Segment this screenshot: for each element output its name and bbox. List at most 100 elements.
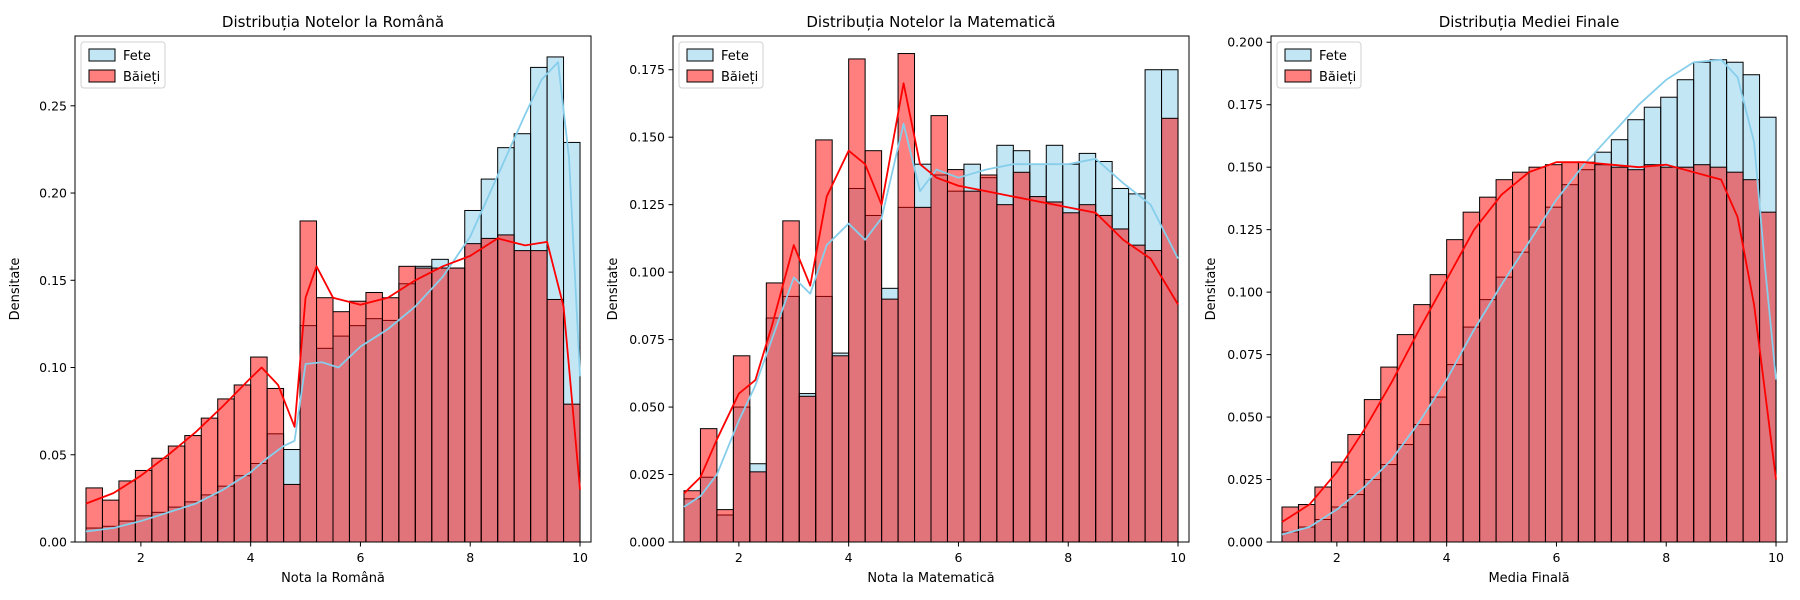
chart-title: Distribuția Mediei Finale: [1439, 13, 1620, 31]
bar: [480, 237, 499, 542]
bar: [1462, 211, 1481, 542]
bar: [101, 499, 120, 542]
y-tick-label: 0.100: [1227, 285, 1263, 300]
plot-area: [85, 56, 581, 542]
bar: [266, 387, 285, 542]
bar: [316, 297, 334, 542]
kde-line-fete: [85, 61, 581, 533]
x-tick-label: 4: [845, 550, 853, 565]
y-axis-label: Densitate: [1204, 258, 1219, 321]
bar: [1045, 201, 1064, 542]
y-axis-label: Densitate: [8, 258, 23, 321]
bar: [1561, 161, 1579, 542]
bar: [1095, 214, 1113, 542]
bar: [1512, 171, 1530, 542]
x-tick-label: 6: [1552, 550, 1560, 565]
bar: [217, 398, 235, 542]
axes-frame: [74, 35, 592, 543]
axes-frame: [672, 35, 1190, 543]
bars-baieti: [85, 220, 581, 542]
y-tick-label: 0.05: [39, 447, 67, 462]
bar: [881, 298, 899, 542]
bar: [1610, 166, 1629, 542]
bar: [513, 250, 532, 542]
bar: [1693, 164, 1711, 542]
y-tick-label: 0.175: [1227, 97, 1263, 112]
legend-label: Băieți: [721, 70, 758, 85]
y-tick-label: 0.125: [629, 197, 665, 212]
bar: [250, 356, 268, 542]
x-tick-label: 8: [1064, 550, 1072, 565]
bar: [979, 174, 998, 542]
bar: [332, 311, 350, 542]
bar: [732, 355, 751, 542]
x-tick-label: 2: [735, 550, 743, 565]
y-tick-label: 0.150: [629, 130, 665, 145]
bar: [1363, 399, 1382, 542]
x-tick-label: 4: [1443, 550, 1451, 565]
legend: Fete Băieți: [80, 41, 166, 89]
x-tick-label: 10: [1768, 550, 1784, 565]
bar: [946, 169, 965, 542]
bar: [1660, 166, 1678, 542]
chart-panel-2: 2 4 6 8 10 0.000 0.025 0.050 0.075 0.100 0.125 0.15…: [606, 13, 1190, 586]
y-tick-label: 0.25: [39, 98, 67, 113]
bar: [118, 480, 136, 542]
chart-panel-1: 2 4 6 8 10 0.00 0.05 0.10 0.15 0.20 0.25 Distribuți…: [8, 13, 592, 586]
bar: [546, 298, 565, 542]
y-tick-label: 0.025: [629, 467, 665, 482]
bar: [831, 355, 850, 542]
legend-swatch: [88, 48, 116, 62]
y-tick-label: 0.125: [1227, 222, 1263, 237]
bar: [815, 139, 833, 542]
y-axis-label: Densitate: [606, 258, 621, 321]
y-tick-label: 0.100: [629, 265, 665, 280]
y-tick-label: 0.050: [629, 400, 665, 415]
bar: [1111, 228, 1130, 542]
legend-label: Fete: [721, 49, 749, 64]
bar: [414, 267, 433, 542]
x-axis-label: Nota la Română: [281, 571, 385, 586]
bar: [716, 509, 734, 542]
y-tick-label: 0.15: [39, 273, 67, 288]
legend-swatch: [686, 69, 714, 83]
bar: [1726, 171, 1744, 542]
bar: [283, 483, 301, 542]
legend-label: Băieți: [1319, 70, 1356, 85]
y-tick-label: 0.000: [1227, 535, 1263, 550]
y-tick-label: 0.075: [629, 332, 665, 347]
x-tick-label: 10: [1170, 550, 1186, 565]
bar: [1759, 211, 1777, 542]
bar: [1528, 166, 1546, 542]
legend: Fete Băieți: [1276, 41, 1362, 89]
kde-line-baieti: [85, 237, 581, 505]
bar: [1709, 166, 1728, 542]
bars-baieti: [683, 53, 1179, 542]
bar: [1742, 179, 1761, 542]
bar: [1544, 164, 1563, 542]
bar: [365, 291, 383, 542]
legend-label: Fete: [1319, 49, 1347, 64]
bar: [431, 267, 449, 542]
bar: [381, 297, 400, 542]
bar: [1078, 204, 1097, 542]
bar: [497, 234, 515, 542]
bar: [1429, 274, 1448, 542]
legend-swatch: [1284, 48, 1312, 62]
bar: [184, 435, 202, 542]
legend: Fete Băieți: [678, 41, 764, 89]
bar: [1577, 161, 1596, 542]
bar: [1495, 179, 1514, 542]
y-tick-label: 0.000: [629, 535, 665, 550]
kde-line-fete: [1281, 58, 1777, 536]
bar: [167, 445, 186, 542]
y-tick-label: 0.20: [39, 186, 67, 201]
axes-frame: [1270, 35, 1788, 543]
x-tick-label: 2: [137, 550, 145, 565]
y-tick-label: 0.175: [629, 62, 665, 77]
bar: [963, 190, 981, 542]
bar: [151, 457, 169, 542]
y-tick-label: 0.200: [1227, 35, 1263, 50]
kde-line-fete: [683, 122, 1179, 508]
